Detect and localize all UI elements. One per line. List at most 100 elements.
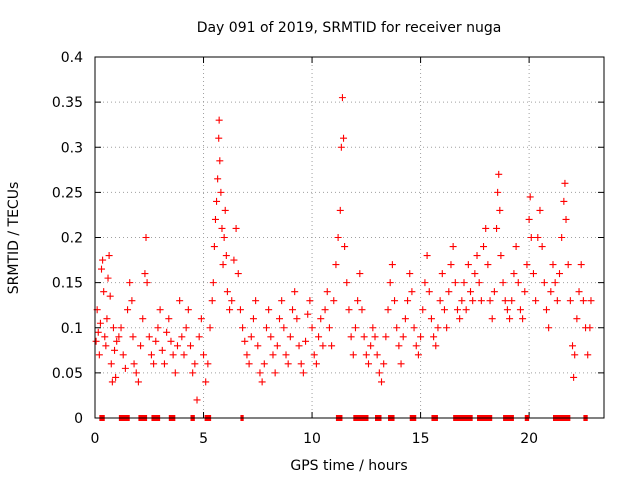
- data-point: [551, 279, 559, 287]
- data-point: [323, 288, 331, 296]
- data-point: [228, 297, 236, 305]
- data-point: [195, 333, 203, 341]
- data-point: [579, 297, 587, 305]
- plot-area-frame: [94, 56, 605, 419]
- data-point: [304, 310, 312, 318]
- data-point: [471, 270, 479, 278]
- data-point: [553, 297, 561, 305]
- data-point: [467, 288, 475, 296]
- data-point: [236, 306, 244, 314]
- data-point: [129, 333, 137, 341]
- data-point: [566, 297, 574, 305]
- data-point: [315, 333, 323, 341]
- data-point: [92, 337, 100, 345]
- x-tick-label: 0: [91, 431, 100, 447]
- data-point: [534, 234, 542, 241]
- data-point: [558, 234, 566, 241]
- data-point: [218, 224, 226, 232]
- data-point: [265, 306, 273, 314]
- data-point: [384, 306, 392, 314]
- data-point: [587, 297, 595, 305]
- data-point: [102, 342, 110, 350]
- data-point: [493, 224, 501, 232]
- data-point: [115, 333, 123, 341]
- data-point: [378, 378, 386, 386]
- data-point: [141, 270, 149, 278]
- data-point: [332, 261, 340, 269]
- data-point: [529, 270, 537, 278]
- data-point: [206, 324, 214, 332]
- data-point: [193, 396, 201, 404]
- data-point: [104, 274, 112, 282]
- data-point: [258, 378, 266, 386]
- x-tick-label: 20: [520, 431, 538, 447]
- data-point: [312, 360, 320, 368]
- data-point: [137, 342, 145, 350]
- data-point: [295, 342, 303, 350]
- marks-layer: [92, 94, 595, 421]
- data-point: [216, 157, 224, 165]
- data-point: [499, 279, 507, 287]
- data-point: [328, 342, 336, 350]
- data-point: [438, 270, 446, 278]
- data-point: [302, 337, 310, 345]
- y-tick-label: 0: [74, 411, 83, 427]
- data-point: [226, 306, 234, 314]
- data-point: [561, 179, 569, 187]
- data-point: [310, 351, 318, 359]
- data-point: [401, 315, 409, 323]
- data-point: [142, 234, 150, 241]
- data-point: [545, 324, 553, 332]
- data-point: [542, 306, 550, 314]
- data-point: [289, 306, 297, 314]
- data-point: [340, 134, 348, 142]
- data-point: [121, 364, 129, 372]
- data-point: [210, 243, 218, 251]
- y-axis-label: SRMTID / TECUs: [6, 182, 22, 295]
- data-point: [215, 116, 223, 124]
- data-point: [495, 170, 503, 178]
- data-point: [501, 297, 509, 305]
- data-point: [358, 306, 366, 314]
- data-point: [364, 360, 372, 368]
- data-point: [538, 243, 546, 251]
- data-point: [273, 342, 281, 350]
- data-point: [427, 315, 435, 323]
- y-tick-label: 0.2: [61, 231, 83, 247]
- data-point: [519, 315, 527, 323]
- data-point: [100, 288, 108, 296]
- data-point: [165, 315, 173, 323]
- data-point: [362, 351, 370, 359]
- data-point: [96, 319, 104, 327]
- x-tick-label: 5: [199, 431, 208, 447]
- tick-layer: 0 0.05 0.1 0.15 0.2 0.25 0.3 0.35 0.4 0 5 10 15 20: [52, 50, 604, 447]
- data-point: [564, 261, 572, 269]
- data-point: [213, 197, 221, 205]
- data-point: [556, 270, 564, 278]
- data-point: [512, 243, 520, 251]
- data-point: [421, 279, 429, 287]
- data-point: [434, 324, 442, 332]
- data-point: [488, 315, 496, 323]
- data-point: [480, 243, 488, 251]
- data-point: [494, 188, 502, 196]
- data-point: [111, 346, 119, 354]
- data-point: [262, 324, 270, 332]
- data-point: [330, 297, 338, 305]
- data-point: [380, 360, 388, 368]
- data-point: [271, 369, 279, 377]
- data-point: [419, 306, 427, 314]
- data-point: [247, 333, 255, 341]
- data-point: [337, 143, 345, 151]
- data-point: [451, 279, 459, 287]
- data-point: [386, 279, 394, 287]
- data-point: [430, 333, 438, 341]
- data-point: [432, 342, 440, 350]
- data-point: [101, 333, 109, 341]
- data-point: [260, 360, 268, 368]
- data-point: [94, 328, 102, 336]
- data-point: [211, 215, 219, 223]
- data-point: [586, 324, 594, 332]
- data-point: [117, 324, 125, 332]
